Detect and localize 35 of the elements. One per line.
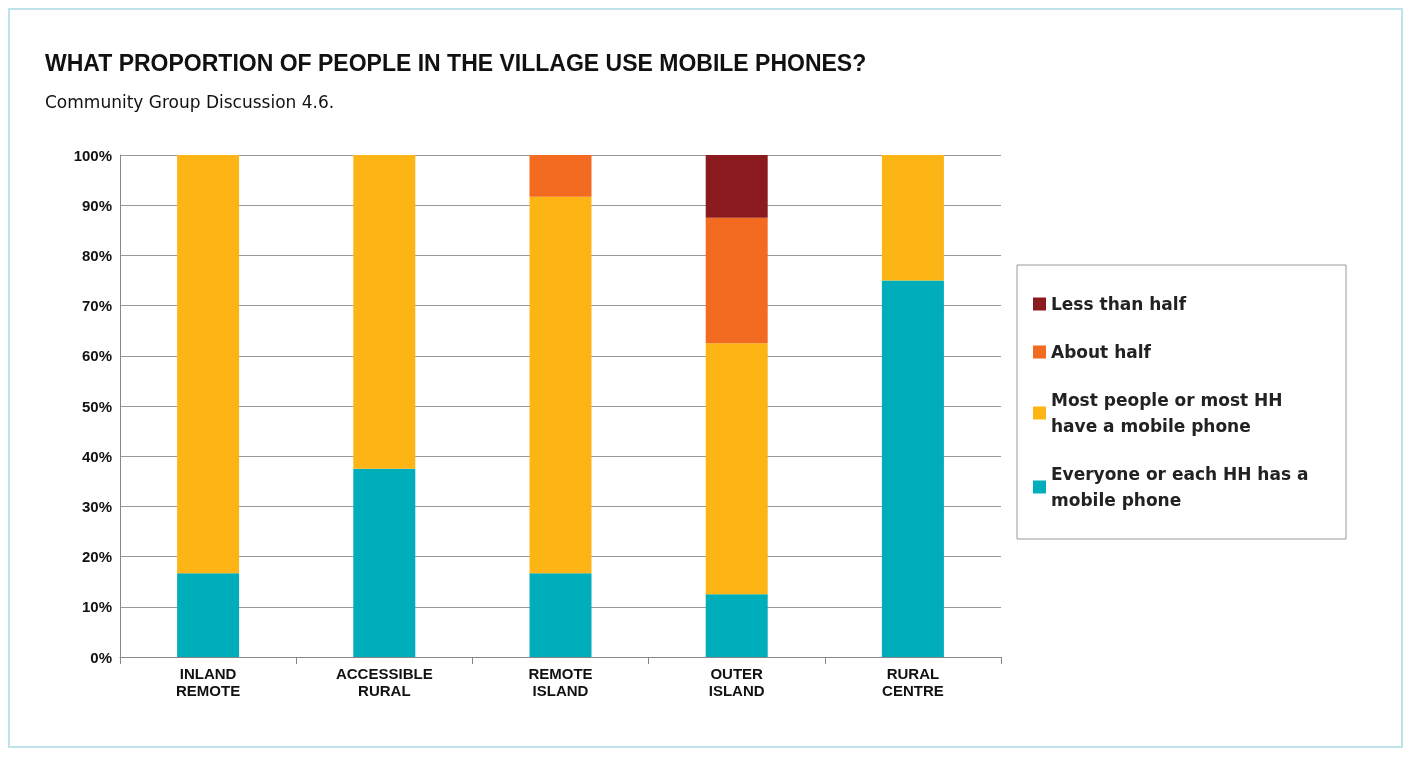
bar [881, 155, 944, 281]
x-tick-label: INLAND REMOTE [176, 665, 241, 699]
chart-title: WHAT PROPORTION OF PEOPLE IN THE VILLAGE USE MOBILE PHONES? [45, 49, 867, 76]
y-tick-label: 0% [90, 648, 112, 666]
legend-label: Most people or most HH have a mobile phone [1051, 390, 1289, 436]
legend-label: Everyone or each HH has a mobile phone [1051, 464, 1315, 510]
y-tick-label: 30% [81, 497, 112, 515]
x-tick-label: REMOTE ISLAND [528, 665, 593, 699]
bar [353, 155, 416, 469]
bar [705, 155, 768, 218]
y-tick-label: 50% [81, 397, 112, 415]
bar [177, 155, 240, 574]
y-tick-label: 20% [81, 548, 112, 566]
bar [529, 573, 592, 657]
chart-subtitle: Community Group Discussion 4.6. [45, 91, 335, 112]
x-tick-label: OUTER ISLAND [708, 665, 765, 699]
y-tick-label: 60% [81, 347, 112, 365]
y-tick-label: 40% [81, 447, 112, 465]
bar [705, 217, 768, 344]
y-tick-label: 90% [81, 196, 112, 214]
legend-label: Less than half [1051, 294, 1187, 314]
bar [705, 343, 768, 595]
y-tick-label: 100% [73, 146, 112, 164]
bar [529, 196, 592, 574]
bar [881, 280, 944, 657]
y-tick-label: 70% [81, 297, 112, 315]
bar [353, 468, 416, 657]
legend-label: About half [1051, 342, 1152, 362]
y-tick-label: 10% [81, 598, 112, 616]
bar [177, 573, 240, 657]
bar [529, 155, 592, 197]
x-tick-label: RURAL CENTRE [882, 665, 944, 699]
x-tick-label: ACCESSIBLE RURAL [335, 665, 433, 699]
y-tick-label: 80% [81, 246, 112, 264]
bar [705, 594, 768, 657]
